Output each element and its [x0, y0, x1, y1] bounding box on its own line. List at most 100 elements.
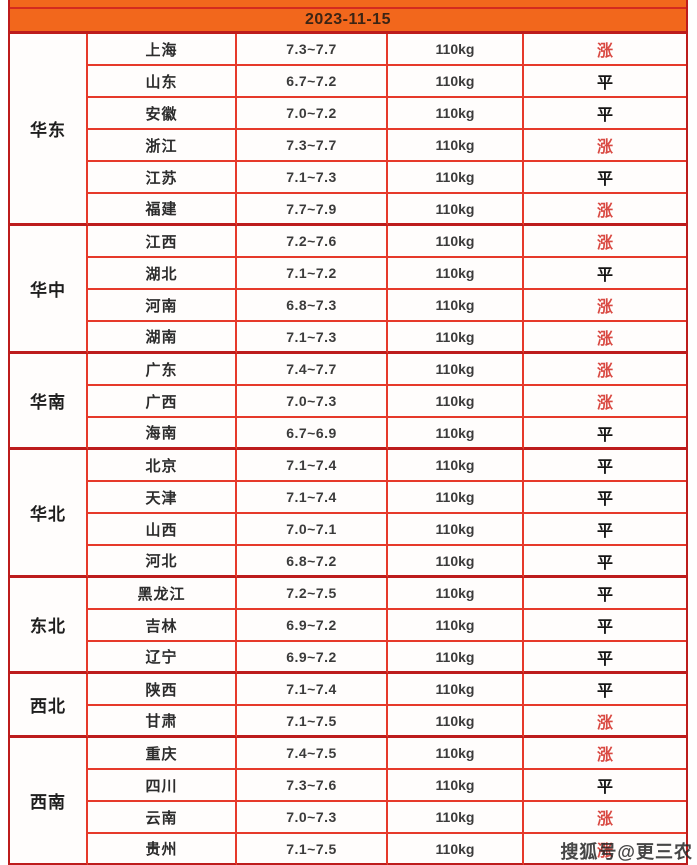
- trend-cell: 平: [524, 482, 686, 514]
- weight-cell: 110kg: [388, 226, 524, 258]
- weight-cell: 110kg: [388, 130, 524, 162]
- region-cell: 华南: [10, 354, 88, 450]
- price-cell: 7.0~7.3: [237, 386, 388, 418]
- price-cell: 7.4~7.5: [237, 738, 388, 770]
- province-cell: 山东: [88, 66, 237, 98]
- weight-cell: 110kg: [388, 386, 524, 418]
- trend-cell: 平: [524, 98, 686, 130]
- trend-cell: 涨: [524, 226, 686, 258]
- trend-cell: 平: [524, 674, 686, 706]
- province-cell: 吉林: [88, 610, 237, 642]
- weight-cell: 110kg: [388, 258, 524, 290]
- price-cell: 6.8~7.3: [237, 290, 388, 322]
- price-table: 2023-11-15 华东 上海 7.3~7.7 110kg 涨山东 6.7~7.2 110…: [8, 0, 688, 865]
- date-text: 2023-11-15: [305, 11, 391, 28]
- region-cell: 东北: [10, 578, 88, 674]
- province-cell: 四川: [88, 770, 237, 802]
- weight-cell: 110kg: [388, 610, 524, 642]
- trend-cell: 平: [524, 610, 686, 642]
- trend-cell: 涨: [524, 290, 686, 322]
- trend-cell: 涨: [524, 130, 686, 162]
- province-cell: 江苏: [88, 162, 237, 194]
- price-cell: 7.1~7.4: [237, 482, 388, 514]
- trend-cell: 涨: [524, 354, 686, 386]
- weight-cell: 110kg: [388, 514, 524, 546]
- weight-cell: 110kg: [388, 482, 524, 514]
- region-cell: 西南: [10, 738, 88, 865]
- region-cell: 华东: [10, 34, 88, 226]
- province-cell: 安徽: [88, 98, 237, 130]
- province-cell: 海南: [88, 418, 237, 450]
- weight-cell: 110kg: [388, 450, 524, 482]
- price-cell: 7.0~7.2: [237, 98, 388, 130]
- price-cell: 7.3~7.7: [237, 34, 388, 66]
- price-cell: 6.9~7.2: [237, 642, 388, 674]
- price-cell: 7.3~7.6: [237, 770, 388, 802]
- province-cell: 重庆: [88, 738, 237, 770]
- weight-cell: 110kg: [388, 674, 524, 706]
- date-header: 2023-11-15: [10, 9, 686, 34]
- price-cell: 7.1~7.5: [237, 834, 388, 865]
- trend-cell: 涨: [524, 834, 686, 865]
- trend-cell: 涨: [524, 738, 686, 770]
- province-cell: 黑龙江: [88, 578, 237, 610]
- trend-cell: 平: [524, 162, 686, 194]
- trend-cell: 平: [524, 546, 686, 578]
- province-cell: 云南: [88, 802, 237, 834]
- trend-cell: 平: [524, 770, 686, 802]
- weight-cell: 110kg: [388, 322, 524, 354]
- province-cell: 广西: [88, 386, 237, 418]
- price-cell: 6.8~7.2: [237, 546, 388, 578]
- trend-cell: 涨: [524, 802, 686, 834]
- price-cell: 7.2~7.5: [237, 578, 388, 610]
- weight-cell: 110kg: [388, 578, 524, 610]
- price-cell: 7.3~7.7: [237, 130, 388, 162]
- weight-cell: 110kg: [388, 290, 524, 322]
- province-cell: 福建: [88, 194, 237, 226]
- price-cell: 7.1~7.4: [237, 674, 388, 706]
- weight-cell: 110kg: [388, 98, 524, 130]
- price-cell: 7.1~7.2: [237, 258, 388, 290]
- price-cell: 7.1~7.3: [237, 162, 388, 194]
- trend-cell: 涨: [524, 322, 686, 354]
- region-cell: 华中: [10, 226, 88, 354]
- province-cell: 贵州: [88, 834, 237, 865]
- province-cell: 河南: [88, 290, 237, 322]
- cropped-title-strip: [10, 0, 686, 9]
- price-cell: 7.4~7.7: [237, 354, 388, 386]
- trend-cell: 平: [524, 418, 686, 450]
- price-cell: 6.9~7.2: [237, 610, 388, 642]
- price-cell: 7.0~7.1: [237, 514, 388, 546]
- trend-cell: 平: [524, 258, 686, 290]
- trend-cell: 涨: [524, 194, 686, 226]
- price-cell: 7.1~7.5: [237, 706, 388, 738]
- weight-cell: 110kg: [388, 546, 524, 578]
- province-cell: 陕西: [88, 674, 237, 706]
- weight-cell: 110kg: [388, 706, 524, 738]
- price-cell: 6.7~6.9: [237, 418, 388, 450]
- weight-cell: 110kg: [388, 194, 524, 226]
- trend-cell: 涨: [524, 386, 686, 418]
- region-cell: 西北: [10, 674, 88, 738]
- trend-cell: 涨: [524, 706, 686, 738]
- price-cell: 6.7~7.2: [237, 66, 388, 98]
- weight-cell: 110kg: [388, 802, 524, 834]
- price-cell: 7.7~7.9: [237, 194, 388, 226]
- weight-cell: 110kg: [388, 354, 524, 386]
- province-cell: 广东: [88, 354, 237, 386]
- trend-cell: 平: [524, 578, 686, 610]
- province-cell: 浙江: [88, 130, 237, 162]
- weight-cell: 110kg: [388, 34, 524, 66]
- weight-cell: 110kg: [388, 66, 524, 98]
- trend-cell: 平: [524, 514, 686, 546]
- province-cell: 上海: [88, 34, 237, 66]
- weight-cell: 110kg: [388, 162, 524, 194]
- price-cell: 7.0~7.3: [237, 802, 388, 834]
- price-table-body: 华东 上海 7.3~7.7 110kg 涨山东 6.7~7.2 110kg 平安徽 7.0~7.…: [10, 34, 686, 865]
- price-cell: 7.2~7.6: [237, 226, 388, 258]
- province-cell: 山西: [88, 514, 237, 546]
- weight-cell: 110kg: [388, 770, 524, 802]
- province-cell: 辽宁: [88, 642, 237, 674]
- province-cell: 河北: [88, 546, 237, 578]
- province-cell: 江西: [88, 226, 237, 258]
